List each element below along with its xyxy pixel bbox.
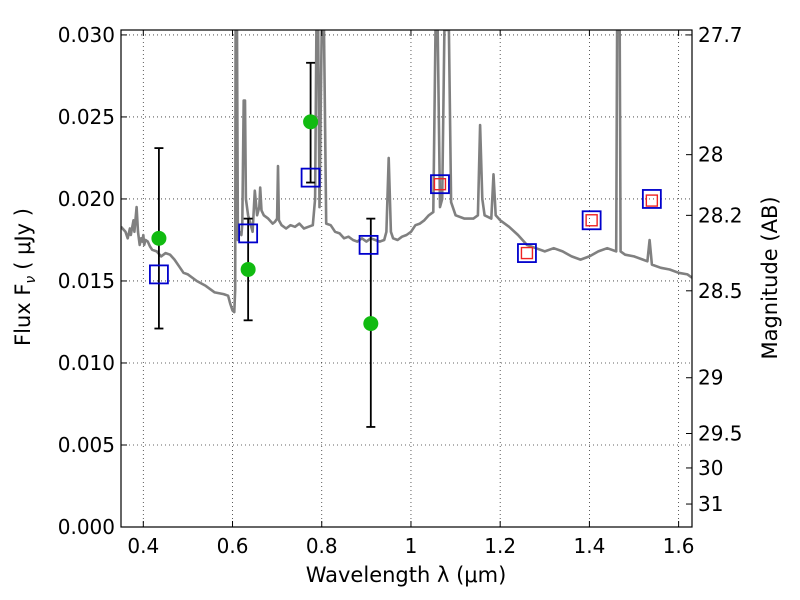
y2-tick-label: 28 xyxy=(698,143,723,167)
observed-point xyxy=(240,261,256,277)
y-axis-title-main: Flux F xyxy=(11,284,35,346)
x-axis-title: Wavelength λ (μm) xyxy=(306,563,507,587)
model-point xyxy=(641,189,662,209)
observed-point xyxy=(303,114,319,130)
model-point xyxy=(149,264,169,285)
x-tick-label: 1.2 xyxy=(484,534,516,558)
model-point xyxy=(581,210,602,231)
model-point xyxy=(430,174,450,195)
model-point xyxy=(300,167,321,188)
predicted-point xyxy=(585,214,598,227)
spectrum-line xyxy=(121,30,692,314)
model-point xyxy=(358,234,379,255)
y-tick-label: 0.030 xyxy=(58,23,115,47)
y2-tick-label: 29.5 xyxy=(698,422,743,446)
x-tick-label: 0.6 xyxy=(217,534,249,558)
plot-data xyxy=(121,30,692,428)
x-tick-label: 0.8 xyxy=(306,534,338,558)
y-tick-label: 0.015 xyxy=(58,269,115,293)
y2-tick-label: 31 xyxy=(698,492,723,516)
model-point xyxy=(238,223,259,244)
x-tick-label: 1 xyxy=(405,534,418,558)
y2-axis-title: Magnitude (AB) xyxy=(758,196,782,359)
y-axis-title-unit: ( μJy ) xyxy=(11,208,35,270)
predicted-point xyxy=(433,177,447,191)
x-tick-label: 1.6 xyxy=(663,534,695,558)
y2-tick-label: 29 xyxy=(698,366,723,390)
y-tick-label: 0.010 xyxy=(58,351,115,375)
y2-tick-label: 30 xyxy=(698,456,723,480)
y-tick-label: 0.025 xyxy=(58,105,115,129)
axis-ticks: 0.4 0.6 0.8 1 1.2 1.4 1.6 0.000 0.005 0.010 0.015 0… xyxy=(58,23,743,558)
y-axis-title: Flux Fν ( μJy ) xyxy=(11,208,39,346)
observed-point xyxy=(363,316,379,332)
y-tick-label: 0.005 xyxy=(58,433,115,457)
y2-tick-label: 28.2 xyxy=(698,203,743,227)
y2-tick-label: 27.7 xyxy=(698,23,743,47)
predicted-point xyxy=(645,194,659,207)
x-tick-label: 0.4 xyxy=(127,534,159,558)
grid xyxy=(121,30,692,528)
y-axis-title-sub: ν xyxy=(23,276,39,284)
predicted-point xyxy=(520,246,534,260)
model-point xyxy=(517,243,537,263)
observed-point xyxy=(151,230,167,246)
y-tick-label: 0.020 xyxy=(58,187,115,211)
plot-frame xyxy=(120,29,693,528)
x-tick-label: 1.4 xyxy=(573,534,605,558)
y-tick-label: 0.000 xyxy=(58,515,115,539)
y2-tick-label: 28.5 xyxy=(698,279,743,303)
